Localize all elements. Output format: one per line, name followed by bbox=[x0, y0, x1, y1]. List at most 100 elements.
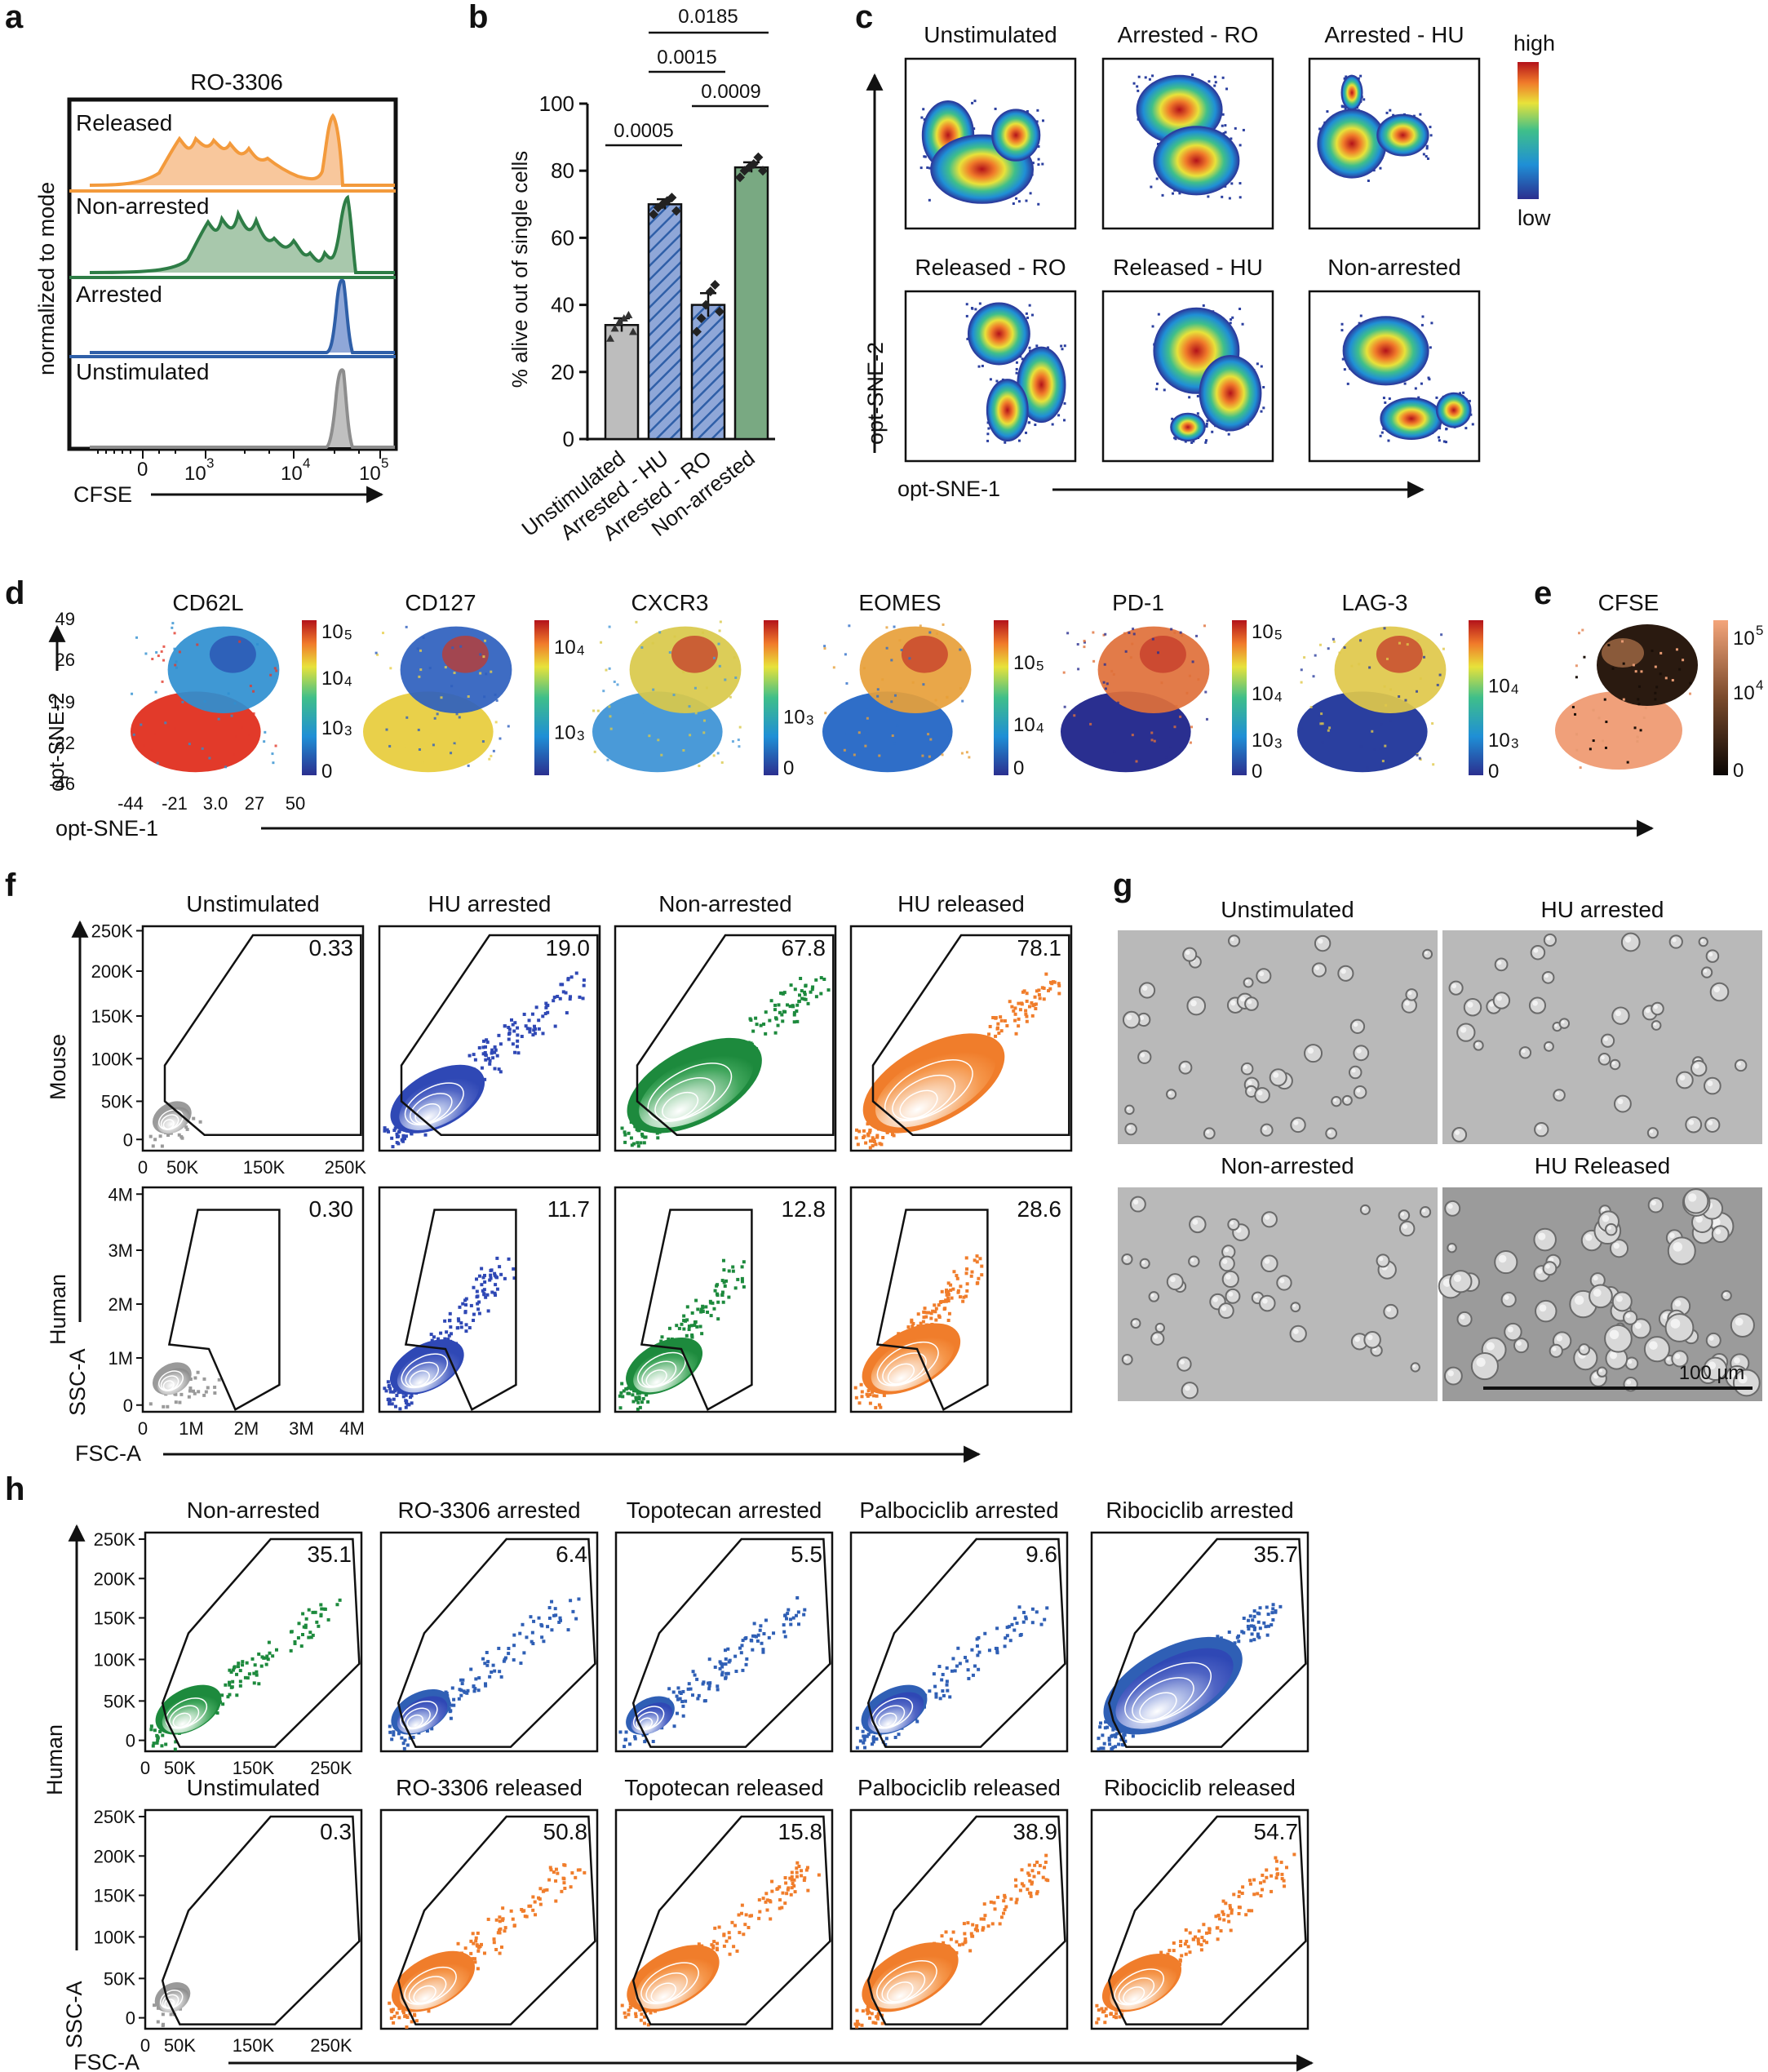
colorbar-tick: 10 bbox=[321, 717, 343, 739]
cell-highlight bbox=[1609, 1329, 1620, 1340]
event-dot bbox=[313, 1610, 317, 1614]
event-dot bbox=[757, 1898, 761, 1902]
cell bbox=[1443, 1366, 1463, 1386]
event-dot bbox=[472, 1312, 476, 1316]
density-scatter-point bbox=[1206, 419, 1209, 423]
tsne-point bbox=[1440, 633, 1443, 637]
cell bbox=[1304, 1044, 1323, 1063]
colorbar-tick: 10 bbox=[1488, 676, 1510, 698]
ytick-1.9: 1.9 bbox=[50, 692, 75, 712]
density-scatter-point bbox=[1438, 436, 1441, 439]
event-dot bbox=[855, 2019, 859, 2023]
event-dot bbox=[1207, 1931, 1212, 1935]
event-dot bbox=[940, 1934, 944, 1938]
event-dot bbox=[511, 1917, 515, 1921]
event-dot bbox=[678, 1697, 682, 1701]
event-dot bbox=[196, 1370, 200, 1374]
event-dot bbox=[1014, 1884, 1018, 1888]
density-scatter-point bbox=[1420, 323, 1424, 326]
event-dot bbox=[562, 1881, 566, 1885]
cell-highlight bbox=[1140, 1053, 1145, 1058]
event-dot bbox=[1179, 1940, 1183, 1944]
cell bbox=[1165, 1089, 1177, 1100]
event-dot bbox=[1027, 1005, 1031, 1009]
event-dot bbox=[289, 1648, 293, 1653]
event-dot bbox=[401, 2009, 405, 2013]
cell bbox=[1225, 1288, 1241, 1304]
event-dot bbox=[398, 1407, 402, 1411]
event-dot bbox=[1216, 1937, 1220, 1941]
tsne-point bbox=[418, 748, 421, 751]
event-dot bbox=[554, 1899, 558, 1903]
cell bbox=[1541, 970, 1555, 984]
event-dot bbox=[778, 1898, 782, 1902]
event-dot bbox=[401, 1395, 405, 1399]
event-dot bbox=[1008, 1639, 1013, 1643]
cell bbox=[1289, 1324, 1307, 1343]
event-dot bbox=[980, 1264, 984, 1268]
event-dot bbox=[540, 1635, 544, 1639]
event-dot bbox=[945, 1679, 949, 1684]
tsne-point bbox=[453, 672, 456, 675]
event-dot bbox=[767, 1635, 771, 1639]
event-dot bbox=[558, 1616, 562, 1620]
tsne-point bbox=[1076, 643, 1079, 646]
event-dot bbox=[981, 1928, 985, 1932]
event-dot bbox=[1101, 2010, 1105, 2014]
cell-highlight bbox=[1475, 1042, 1479, 1046]
tsne-point bbox=[1151, 637, 1154, 641]
event-dot bbox=[956, 1290, 960, 1294]
event-dot bbox=[480, 1267, 484, 1271]
event-dot bbox=[317, 1624, 321, 1628]
event-dot bbox=[862, 1134, 866, 1138]
event-dot bbox=[774, 1017, 778, 1021]
event-dot bbox=[640, 2012, 644, 2017]
cell-highlight bbox=[1710, 1217, 1721, 1227]
event-dot bbox=[946, 1296, 950, 1300]
event-dot bbox=[1044, 1853, 1048, 1857]
event-dot bbox=[623, 2011, 627, 2015]
event-dot bbox=[1050, 982, 1054, 986]
event-dot bbox=[490, 1670, 494, 1675]
tsne-point bbox=[613, 680, 616, 683]
ytick-label: 150K bbox=[94, 1608, 136, 1629]
event-dot bbox=[1003, 1893, 1007, 1897]
event-dot bbox=[253, 1663, 257, 1667]
cfse-point bbox=[1575, 748, 1579, 752]
density-scatter-point bbox=[1148, 78, 1151, 81]
event-dot bbox=[1256, 1892, 1260, 1896]
cell-highlight bbox=[1735, 1317, 1744, 1326]
density-scatter-point bbox=[1429, 346, 1432, 349]
event-dot bbox=[413, 2013, 417, 2017]
event-dot bbox=[864, 1141, 868, 1145]
cell-highlight bbox=[1126, 1014, 1132, 1021]
event-dot bbox=[459, 1693, 463, 1697]
density-scatter-point bbox=[928, 166, 932, 170]
event-dot bbox=[230, 1685, 234, 1689]
density-scatter-point bbox=[1214, 81, 1217, 84]
event-dot bbox=[1270, 1623, 1274, 1627]
event-dot bbox=[870, 2012, 874, 2016]
tsne-point bbox=[1389, 714, 1392, 717]
cell bbox=[1203, 1127, 1216, 1140]
ytick-label: 100K bbox=[94, 1927, 136, 1947]
event-dot bbox=[549, 1868, 553, 1872]
event-dot bbox=[696, 1307, 700, 1311]
tsne-point bbox=[608, 625, 611, 628]
tsne-point bbox=[605, 668, 608, 672]
tsne-point bbox=[175, 666, 179, 669]
event-dot bbox=[1009, 1897, 1013, 1901]
tsne-point bbox=[1301, 727, 1304, 730]
event-dot bbox=[1034, 1006, 1038, 1010]
event-dot bbox=[161, 1733, 165, 1737]
event-dot bbox=[552, 996, 556, 1000]
event-dot bbox=[1238, 1906, 1242, 1910]
tick-1e3-exp: 3 bbox=[206, 455, 214, 471]
event-dot bbox=[1258, 1606, 1262, 1610]
cell-highlight bbox=[1496, 995, 1502, 1001]
event-dot bbox=[872, 1138, 876, 1142]
event-dot bbox=[621, 1395, 625, 1399]
event-dot bbox=[552, 999, 556, 1003]
tsne-point bbox=[657, 739, 660, 742]
